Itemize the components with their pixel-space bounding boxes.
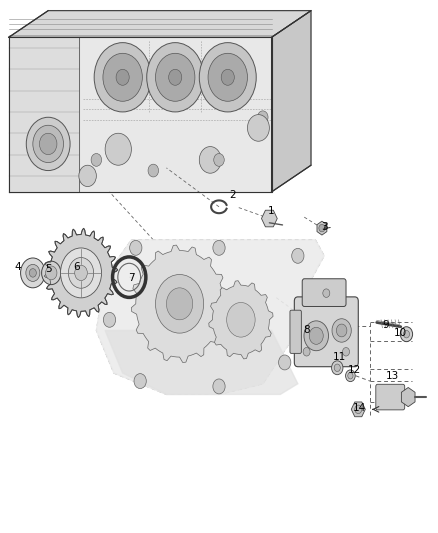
- Circle shape: [199, 147, 221, 173]
- Circle shape: [323, 289, 330, 297]
- Circle shape: [348, 373, 353, 379]
- Circle shape: [400, 327, 413, 342]
- Polygon shape: [272, 11, 311, 192]
- Text: 10: 10: [394, 328, 407, 338]
- Text: 2: 2: [229, 190, 236, 199]
- Circle shape: [169, 69, 182, 85]
- Circle shape: [116, 69, 129, 85]
- Polygon shape: [131, 245, 228, 362]
- Circle shape: [75, 265, 87, 280]
- Circle shape: [166, 288, 193, 320]
- Circle shape: [346, 370, 355, 382]
- Circle shape: [247, 115, 269, 141]
- Text: 14: 14: [353, 403, 366, 413]
- Text: 1: 1: [268, 206, 275, 215]
- Circle shape: [403, 330, 410, 338]
- Circle shape: [134, 374, 146, 389]
- Circle shape: [213, 240, 225, 255]
- Polygon shape: [44, 228, 118, 318]
- Circle shape: [258, 111, 268, 124]
- Circle shape: [91, 154, 102, 166]
- Circle shape: [336, 324, 347, 337]
- Circle shape: [214, 154, 224, 166]
- FancyBboxPatch shape: [294, 297, 358, 367]
- Circle shape: [319, 224, 325, 232]
- Circle shape: [343, 348, 350, 356]
- Circle shape: [155, 53, 195, 101]
- Circle shape: [26, 117, 70, 171]
- Polygon shape: [317, 221, 327, 235]
- Polygon shape: [9, 37, 272, 192]
- Text: 6: 6: [73, 262, 80, 271]
- Circle shape: [147, 43, 204, 112]
- Circle shape: [42, 261, 61, 285]
- Polygon shape: [9, 37, 79, 192]
- Circle shape: [103, 312, 116, 327]
- FancyBboxPatch shape: [302, 279, 346, 306]
- Circle shape: [155, 274, 204, 333]
- Polygon shape: [261, 210, 277, 227]
- Circle shape: [68, 257, 94, 288]
- Circle shape: [279, 355, 291, 370]
- Circle shape: [227, 302, 255, 337]
- FancyBboxPatch shape: [376, 384, 405, 410]
- Circle shape: [334, 364, 340, 372]
- Circle shape: [355, 405, 362, 414]
- Circle shape: [292, 248, 304, 263]
- Polygon shape: [9, 11, 311, 37]
- Text: 8: 8: [303, 326, 310, 335]
- Circle shape: [21, 258, 45, 288]
- Circle shape: [309, 327, 323, 344]
- Circle shape: [103, 53, 142, 101]
- Circle shape: [303, 348, 310, 356]
- Circle shape: [309, 296, 321, 311]
- Circle shape: [94, 43, 151, 112]
- Circle shape: [304, 321, 328, 351]
- Circle shape: [130, 240, 142, 255]
- Circle shape: [148, 164, 159, 177]
- FancyBboxPatch shape: [290, 310, 301, 353]
- Polygon shape: [96, 240, 324, 394]
- Text: 4: 4: [14, 262, 21, 271]
- Circle shape: [208, 53, 247, 101]
- Circle shape: [332, 361, 343, 375]
- Circle shape: [199, 43, 256, 112]
- Circle shape: [79, 165, 96, 187]
- Circle shape: [221, 69, 234, 85]
- Text: 11: 11: [333, 352, 346, 362]
- Polygon shape: [209, 281, 273, 359]
- Polygon shape: [401, 387, 415, 407]
- Text: 12: 12: [348, 366, 361, 375]
- Text: 5: 5: [45, 264, 52, 273]
- Text: 13: 13: [385, 371, 399, 381]
- Circle shape: [26, 264, 40, 281]
- Text: 3: 3: [321, 222, 328, 231]
- Circle shape: [33, 125, 64, 163]
- Circle shape: [39, 133, 57, 155]
- Circle shape: [29, 269, 36, 277]
- Polygon shape: [105, 330, 298, 394]
- Circle shape: [46, 266, 57, 280]
- Circle shape: [60, 248, 102, 298]
- Circle shape: [213, 379, 225, 394]
- Circle shape: [332, 319, 351, 342]
- Text: 7: 7: [128, 273, 135, 283]
- Text: 9: 9: [382, 320, 389, 330]
- Circle shape: [105, 133, 131, 165]
